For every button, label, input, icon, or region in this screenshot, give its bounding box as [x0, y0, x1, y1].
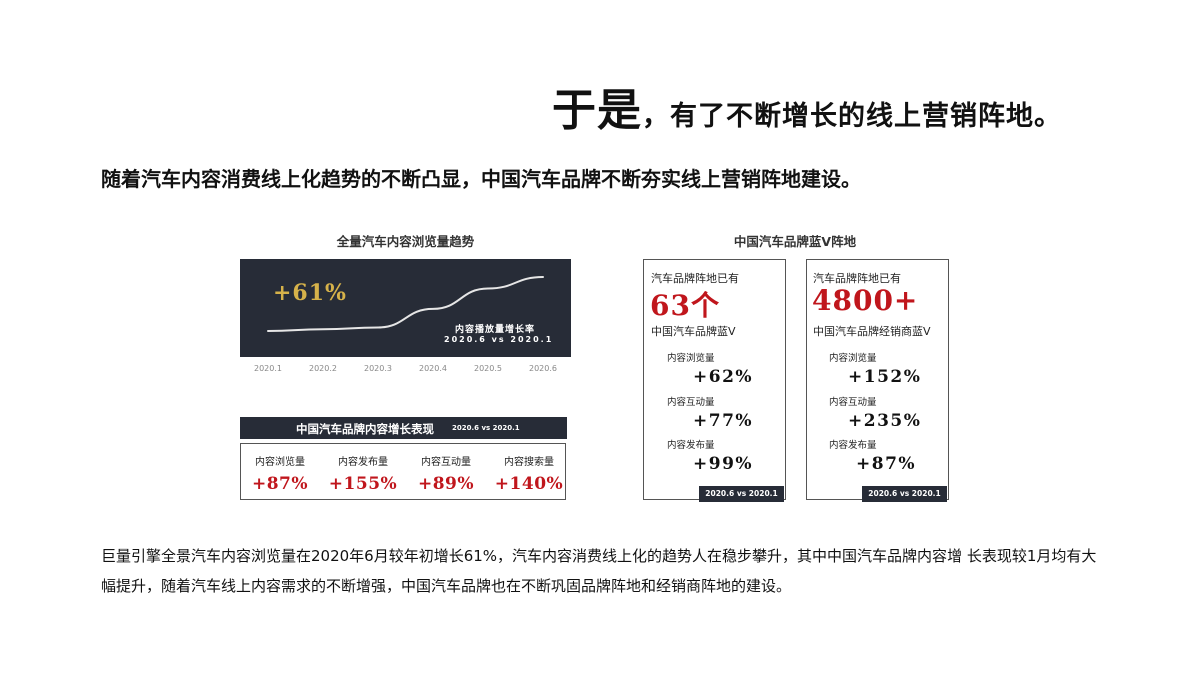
growth-metric-value: +140% — [494, 474, 564, 494]
x-tick-label: 2020.5 — [474, 364, 502, 373]
growth-table-title: 中国汽车品牌内容增长表现 — [296, 422, 434, 436]
growth-metric-label: 内容浏览量 — [255, 457, 305, 468]
title-rest: ，有了不断增长的线上营销阵地。 — [642, 101, 1062, 132]
brand-card — [643, 259, 786, 500]
card-metric-label: 内容互动量 — [829, 397, 877, 408]
growth-table-header: 中国汽车品牌内容增长表现 2020.6 vs 2020.1 — [240, 417, 567, 439]
x-tick-label: 2020.1 — [254, 364, 282, 373]
card-big-number: 63个 — [650, 289, 720, 322]
cards-section-title: 中国汽车品牌蓝V阵地 — [733, 234, 857, 249]
card-metric-label: 内容互动量 — [667, 397, 715, 408]
growth-metric-label: 内容互动量 — [421, 457, 471, 468]
x-tick-label: 2020.6 — [529, 364, 557, 373]
card-metric-value: +99% — [693, 454, 754, 474]
trend-chart-title: 全量汽车内容浏览量趋势 — [336, 234, 475, 249]
card-metric-value: +235% — [848, 411, 922, 431]
card-metric-label: 内容发布量 — [829, 440, 877, 451]
trend-line — [267, 276, 544, 332]
card-metric-value: +62% — [693, 367, 754, 387]
card-subtitle: 中国汽车品牌经销商蓝V — [813, 325, 931, 338]
trend-caption: 内容播放量增长率 — [455, 325, 536, 335]
card-metric-label: 内容浏览量 — [667, 353, 715, 364]
card-footer-period: 2020.6 vs 2020.1 — [699, 486, 784, 502]
trend-period: 2020.6 vs 2020.1 — [444, 335, 554, 344]
growth-metric-value: +155% — [328, 474, 398, 494]
card-metric-value: +152% — [848, 367, 922, 387]
x-tick-label: 2020.2 — [309, 364, 337, 373]
growth-table-box — [240, 443, 566, 500]
x-tick-label: 2020.3 — [364, 364, 392, 373]
x-tick-label: 2020.4 — [419, 364, 447, 373]
card-metric-value: +77% — [693, 411, 754, 431]
card-intro: 汽车品牌阵地已有 — [813, 272, 901, 285]
growth-table-period: 2020.6 vs 2020.1 — [452, 424, 520, 432]
card-big-number: 4800+ — [812, 284, 919, 317]
dealer-card — [806, 259, 949, 500]
growth-metric-label: 内容发布量 — [338, 457, 388, 468]
card-metric-value: +87% — [856, 454, 917, 474]
card-metric-label: 内容发布量 — [667, 440, 715, 451]
page-subtitle: 随着汽车内容消费线上化趋势的不断凸显，中国汽车品牌不断夯实线上营销阵地建设。 — [101, 167, 861, 191]
card-subtitle: 中国汽车品牌蓝V — [651, 325, 736, 338]
growth-metric-value: +87% — [251, 474, 309, 494]
trend-highlight-value: +61% — [273, 280, 347, 306]
trend-chart-svg — [267, 276, 544, 332]
growth-metric-value: +89% — [417, 474, 475, 494]
summary-paragraph: 巨量引擎全景汽车内容浏览量在2020年6月较年初增长61%，汽车内容消费线上化的… — [101, 547, 1097, 595]
trend-chart-panel — [240, 259, 571, 357]
card-footer-period: 2020.6 vs 2020.1 — [862, 486, 947, 502]
growth-metric-label: 内容搜索量 — [504, 457, 554, 468]
page-title: 于是，有了不断增长的线上营销阵地。 — [552, 74, 1062, 138]
card-metric-label: 内容浏览量 — [829, 353, 877, 364]
title-emphasis: 于是 — [552, 85, 642, 136]
card-intro: 汽车品牌阵地已有 — [651, 272, 739, 285]
